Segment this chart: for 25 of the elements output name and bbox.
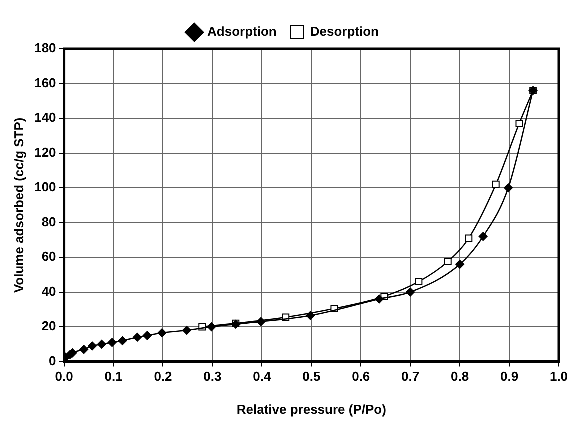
x-tick-label: 0.1: [104, 369, 123, 384]
x-tick-label: 0.4: [253, 369, 272, 384]
y-tick-label: 120: [34, 144, 56, 160]
x-tick-label: 0.8: [451, 369, 470, 384]
y-tick-label: 160: [34, 75, 56, 90]
legend-label: Adsorption: [208, 24, 277, 40]
x-tick-label: 0.9: [500, 369, 519, 384]
y-tick-label: 40: [42, 284, 56, 299]
x-tick-label: 1.0: [550, 369, 568, 384]
y-tick-label: 20: [42, 318, 56, 334]
y-tick-label: 80: [42, 214, 56, 230]
x-tick-label: 0.6: [352, 369, 370, 384]
x-tick-label: 0.5: [302, 369, 321, 384]
x-tick-label: 0.3: [204, 369, 222, 384]
legend-label: Desorption: [310, 24, 380, 40]
x-tick-label: 0.7: [402, 369, 420, 384]
x-tick-label: 0.0: [55, 369, 74, 384]
y-tick-label: 140: [34, 110, 56, 126]
x-axis-title: Relative pressure (P/Po): [236, 402, 386, 417]
x-tick-label: 0.2: [154, 369, 172, 384]
y-tick-label: 180: [34, 40, 56, 56]
y-axis-title: Volume adsorbed (cc/g STP): [11, 118, 26, 294]
y-tick-label: 60: [42, 249, 56, 264]
y-tick-label: 100: [34, 180, 56, 195]
y-tick-label: 0: [49, 353, 56, 368]
